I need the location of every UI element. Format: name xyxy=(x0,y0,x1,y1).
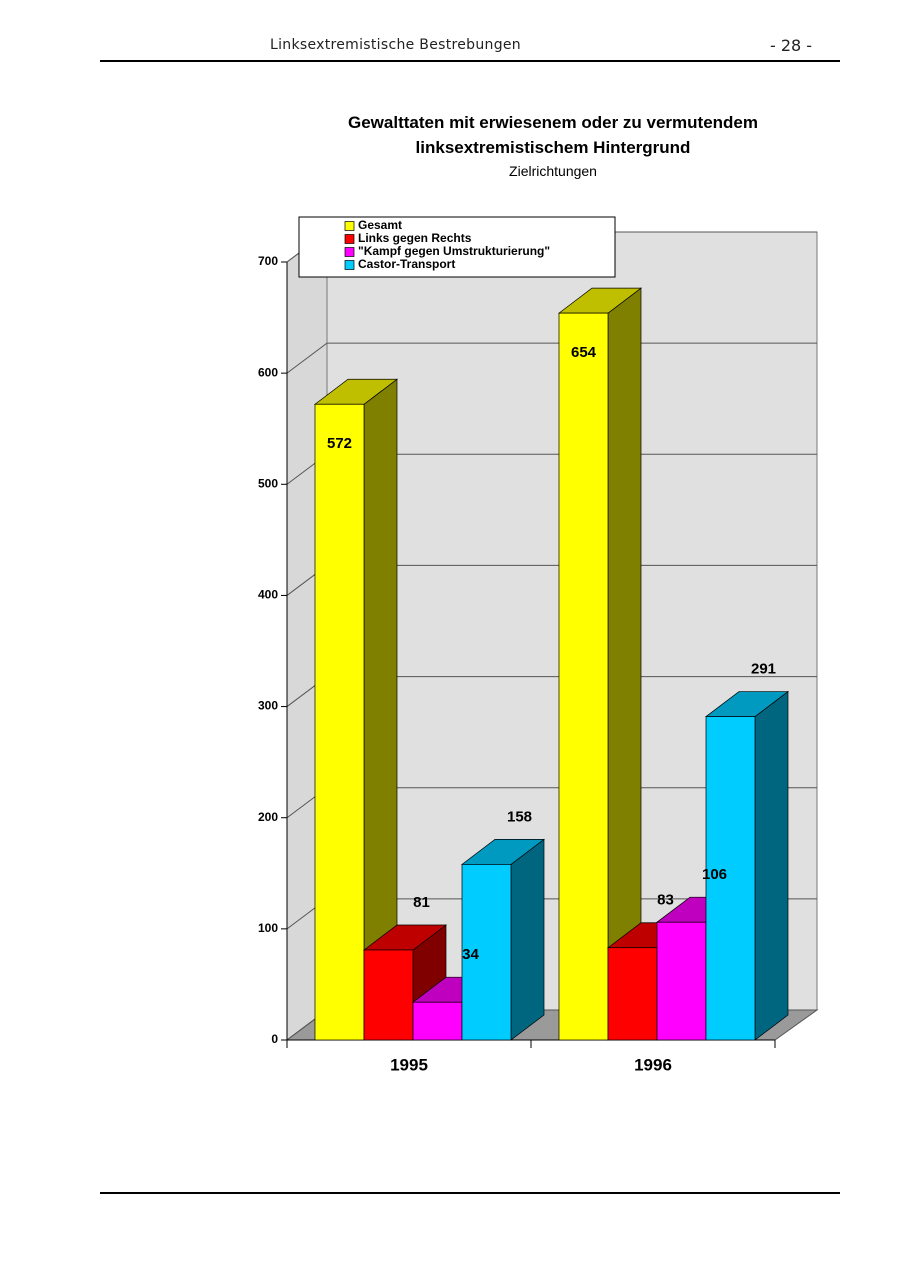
legend-swatch xyxy=(344,247,355,257)
legend-swatch xyxy=(344,234,355,244)
legend-label: Gesamt xyxy=(358,218,402,232)
legend-label: Castor-Transport xyxy=(358,257,455,271)
bar-front xyxy=(461,864,512,1041)
y-tick-label: 600 xyxy=(258,365,278,379)
y-tick-label: 500 xyxy=(258,476,278,490)
value-label: 34 xyxy=(462,946,479,963)
x-tick-label: 1995 xyxy=(390,1055,428,1074)
bar-front xyxy=(656,921,707,1041)
bar-front xyxy=(412,1001,463,1041)
y-tick-label: 0 xyxy=(271,1032,278,1046)
bar xyxy=(313,378,399,1041)
chart-subtitle: Zielrichtungen xyxy=(509,163,597,179)
bar xyxy=(460,838,546,1041)
legend-swatch xyxy=(344,260,355,270)
legend-label: Links gegen Rechts xyxy=(358,231,472,245)
bar-front xyxy=(607,947,658,1041)
legend-label: "Kampf gegen Umstrukturierung" xyxy=(358,244,550,258)
grid-line xyxy=(286,342,328,374)
y-tick-label: 300 xyxy=(258,699,278,713)
value-label: 654 xyxy=(571,344,597,361)
y-tick-label: 200 xyxy=(258,810,278,824)
y-tick-label: 100 xyxy=(258,921,278,935)
value-label: 83 xyxy=(657,892,674,909)
value-label: 158 xyxy=(507,808,532,825)
bar-side xyxy=(754,690,789,1041)
bar-front xyxy=(705,716,756,1041)
value-label: 81 xyxy=(413,894,430,911)
bar-front xyxy=(314,403,365,1041)
bar xyxy=(704,690,790,1041)
value-label: 106 xyxy=(702,866,727,883)
bar-front xyxy=(558,312,609,1041)
value-label: 572 xyxy=(327,435,352,452)
y-tick-label: 400 xyxy=(258,588,278,602)
value-label: 291 xyxy=(751,661,776,678)
x-tick-label: 1996 xyxy=(634,1055,672,1074)
chart-title: Gewalttaten mit erwiesenem oder zu vermu… xyxy=(347,113,758,157)
header-rule xyxy=(100,60,840,62)
bar-front xyxy=(363,949,414,1041)
bar-side xyxy=(510,838,545,1041)
header-title: Linksextremistische Bestrebungen xyxy=(270,37,521,53)
y-tick-label: 700 xyxy=(258,254,278,268)
footer-rule xyxy=(100,1192,840,1194)
legend-swatch xyxy=(344,221,355,231)
page-number: - 28 - xyxy=(770,36,813,55)
bar xyxy=(557,287,643,1041)
